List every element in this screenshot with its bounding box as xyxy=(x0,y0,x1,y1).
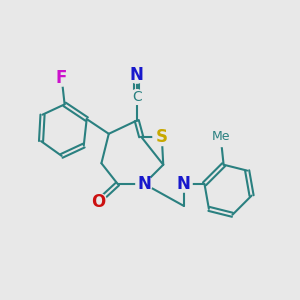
Circle shape xyxy=(129,90,144,104)
Text: F: F xyxy=(56,69,68,87)
Circle shape xyxy=(176,176,192,192)
Circle shape xyxy=(90,193,107,210)
Circle shape xyxy=(53,70,70,86)
Text: N: N xyxy=(137,175,151,193)
Text: C: C xyxy=(132,90,142,104)
Circle shape xyxy=(128,67,145,83)
Text: S: S xyxy=(156,128,168,146)
Text: O: O xyxy=(91,193,106,211)
Text: Me: Me xyxy=(212,130,230,143)
Text: N: N xyxy=(177,175,191,193)
Text: N: N xyxy=(130,66,144,84)
Bar xyxy=(206,128,235,146)
Circle shape xyxy=(136,176,152,192)
Circle shape xyxy=(153,128,171,146)
